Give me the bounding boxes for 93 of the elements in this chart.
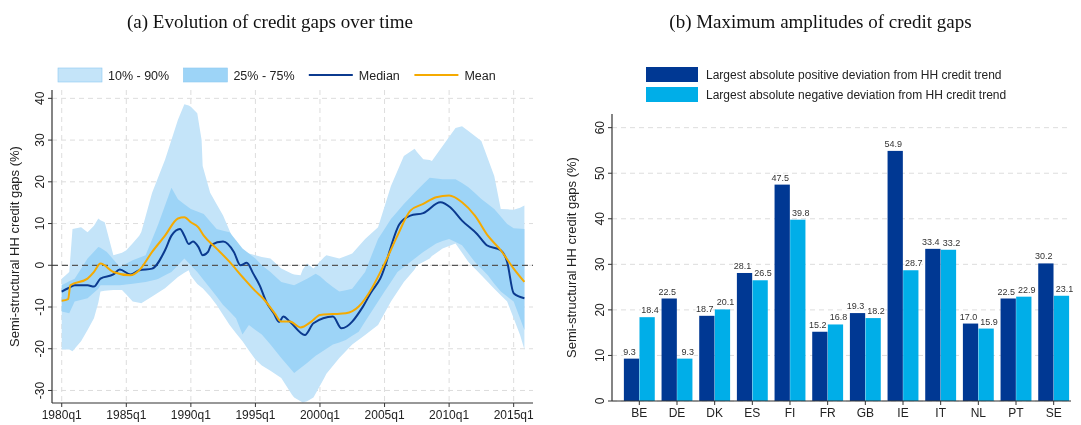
x-tick-label: 2005q1 <box>364 408 405 422</box>
x-tick-label: IT <box>935 406 947 420</box>
bar <box>903 270 919 401</box>
x-tick-label: SE <box>1045 406 1062 420</box>
x-tick-label: DE <box>668 406 686 420</box>
y-tick-label: 60 <box>593 120 607 135</box>
data-label: 28.7 <box>905 258 923 269</box>
y-axis-title: Semi-structural HH credit gaps (%) <box>7 146 22 347</box>
bar <box>736 272 753 401</box>
bar <box>1016 296 1032 401</box>
y-tick-label: 30 <box>593 257 607 272</box>
data-label: 23.1 <box>1055 283 1074 294</box>
data-label: 22.9 <box>1018 284 1036 295</box>
data-label: 39.8 <box>792 207 810 218</box>
y-tick-label: -10 <box>33 298 47 316</box>
y-tick-label: 20 <box>33 174 47 189</box>
bar <box>774 184 790 401</box>
data-label: 47.5 <box>771 172 789 183</box>
y-tick-label: 10 <box>593 348 607 363</box>
bar <box>1038 263 1054 401</box>
bar <box>827 324 844 401</box>
bar <box>978 328 994 401</box>
chart-title: (a) Evolution of credit gaps over time <box>127 11 413 33</box>
data-label: 19.3 <box>846 301 865 312</box>
bar <box>1053 295 1070 401</box>
x-tick-label: ES <box>744 406 761 420</box>
bar <box>865 318 881 401</box>
data-label: 30.2 <box>1035 251 1053 262</box>
data-label: 33.4 <box>922 236 940 247</box>
x-tick-label: 1980q1 <box>41 408 83 422</box>
bar <box>714 309 731 401</box>
x-tick-label: DK <box>706 406 723 420</box>
data-label: 33.2 <box>942 237 961 248</box>
bar <box>790 219 806 401</box>
data-label: 9.3 <box>623 346 636 357</box>
bar <box>639 317 655 401</box>
x-tick-label: PT <box>1008 406 1025 420</box>
x-tick-label: FI <box>784 406 796 420</box>
y-tick-label: 40 <box>33 91 47 106</box>
x-tick-label: NL <box>970 406 987 420</box>
legend-label: Largest absolute negative deviation from HH credit trend <box>706 88 1007 102</box>
bar <box>1000 298 1016 401</box>
y-tick-label: 0 <box>593 397 607 405</box>
data-label: 22.5 <box>658 286 676 297</box>
y-tick-label: 40 <box>593 211 607 226</box>
x-tick-label: 2010q1 <box>429 408 470 422</box>
x-tick-label: FR <box>819 406 836 420</box>
x-tick-label: 1985q1 <box>106 408 147 422</box>
data-label: 54.9 <box>884 138 902 149</box>
data-label: 15.9 <box>980 316 998 327</box>
bar <box>661 298 677 401</box>
y-tick-label: 30 <box>33 133 47 147</box>
legend-label: 10% - 90% <box>108 69 170 83</box>
y-tick-label: 50 <box>593 166 607 180</box>
data-label: 18.7 <box>696 303 714 314</box>
chart-title: (b) Maximum amplitudes of credit gaps <box>669 11 972 33</box>
data-label: 28.1 <box>733 260 752 271</box>
data-label: 26.5 <box>754 268 772 279</box>
x-tick-label: GB <box>856 406 875 420</box>
y-tick-label: -20 <box>33 339 47 358</box>
x-tick-label: BE <box>631 406 648 420</box>
legend-label: Mean <box>464 69 496 83</box>
x-tick-label: 1995q1 <box>235 408 276 422</box>
x-tick-label: 1990q1 <box>170 408 212 422</box>
bar <box>699 315 715 401</box>
bar <box>623 358 640 401</box>
x-tick-label: 2015q1 <box>493 408 535 422</box>
data-label: 18.2 <box>867 306 885 317</box>
bar <box>752 280 768 401</box>
bar <box>812 331 828 401</box>
bar <box>677 358 693 401</box>
data-label: 15.2 <box>809 319 827 330</box>
y-tick-label: 10 <box>33 216 47 231</box>
data-label: 18.4 <box>641 305 659 316</box>
data-label: 20.1 <box>716 297 735 308</box>
data-label: 9.3 <box>681 346 695 357</box>
x-tick-label: 2000q1 <box>299 408 341 422</box>
legend-label: Median <box>358 69 400 83</box>
data-label: 17.0 <box>959 311 978 322</box>
bar <box>962 323 979 401</box>
y-tick-label: 20 <box>593 302 607 317</box>
bar <box>940 249 957 401</box>
data-label: 16.8 <box>829 312 848 323</box>
bar <box>925 248 941 401</box>
bar <box>849 313 866 401</box>
y-tick-label: -30 <box>33 381 47 400</box>
data-label: 22.5 <box>997 286 1015 297</box>
legend-label: Largest absolute positive deviation from HH credit trend <box>706 68 1002 82</box>
y-tick-label: 0 <box>33 261 47 269</box>
legend-label: 25% - 75% <box>233 69 295 83</box>
y-axis-title: Semi-structural HH credit gaps (%) <box>564 157 579 358</box>
x-tick-label: IE <box>897 406 909 420</box>
bar <box>887 150 903 401</box>
